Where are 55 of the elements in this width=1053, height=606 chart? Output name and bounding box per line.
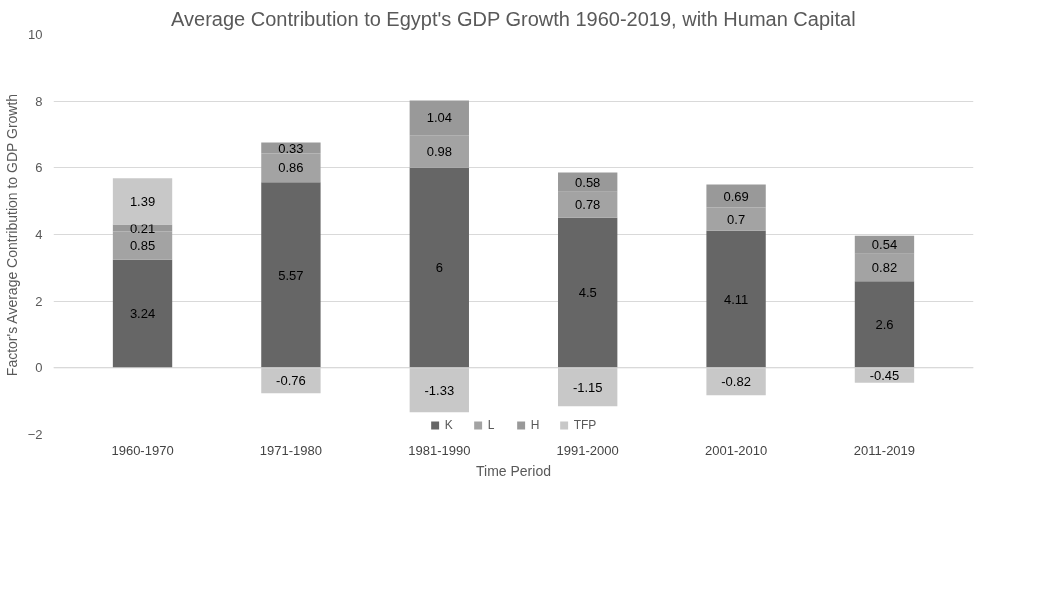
legend-label: H xyxy=(530,418,541,432)
legend-label: TFP xyxy=(573,418,597,432)
data-label: -0.82 xyxy=(721,374,751,389)
bar xyxy=(112,178,173,225)
data-label: 1.04 xyxy=(426,110,452,126)
data-label: 0.69 xyxy=(723,188,749,204)
data-label: 0.7 xyxy=(727,211,746,227)
data-label: 5.57 xyxy=(278,267,304,283)
y-tick-label: 2 xyxy=(35,293,43,309)
y-axis-title: Factor's Average Contribution to GDP Growth xyxy=(3,93,20,377)
data-label: 0.58 xyxy=(575,174,601,190)
data-label: 0.78 xyxy=(575,197,601,213)
data-label: 0.86 xyxy=(278,160,304,176)
data-label: 4.11 xyxy=(723,291,749,307)
data-label: 3.24 xyxy=(129,306,156,322)
chart-title: Average Contribution to Egypt's GDP Growth 1960-2019, with Human Capital xyxy=(171,7,856,30)
bar xyxy=(112,259,173,368)
data-label: 0.85 xyxy=(129,238,156,254)
bar xyxy=(409,367,469,413)
bar xyxy=(261,182,321,368)
bar xyxy=(558,367,618,407)
data-label: 4.5 xyxy=(578,285,597,301)
x-axis-title: Time Period xyxy=(476,462,551,479)
x-tick-label: 2001-2010 xyxy=(705,442,768,458)
x-tick-label: 2011-2019 xyxy=(853,442,916,458)
data-label: 6 xyxy=(435,260,443,276)
data-label: -0.76 xyxy=(276,373,306,388)
data-label: -1.33 xyxy=(424,382,455,398)
y-tick-label: 4 xyxy=(35,227,43,242)
y-tick-label: 10 xyxy=(28,27,43,42)
data-label: 0.21 xyxy=(129,220,156,236)
data-label: 0.33 xyxy=(278,140,304,156)
data-label: 0.82 xyxy=(871,260,898,275)
bar xyxy=(706,367,766,396)
data-label: 2.6 xyxy=(875,317,894,332)
legend-label: L xyxy=(487,418,496,432)
y-tick-label: 0 xyxy=(35,360,43,376)
data-label: 0.98 xyxy=(426,144,452,159)
data-label: 1.39 xyxy=(129,193,156,209)
x-tick-label: 1981-1990 xyxy=(408,442,471,458)
y-tick-label: 6 xyxy=(35,160,43,176)
bar xyxy=(706,230,766,368)
data-label: -0.45 xyxy=(869,367,900,383)
y-tick-label: −2 xyxy=(27,427,43,442)
bar xyxy=(261,367,321,394)
bar xyxy=(558,217,618,368)
y-tick-label: 8 xyxy=(35,93,43,109)
legend-label: K xyxy=(444,418,454,432)
x-tick-label: 1971-1980 xyxy=(259,442,323,458)
bar xyxy=(854,281,915,368)
data-label: 0.54 xyxy=(871,237,898,253)
data-label: -1.15 xyxy=(572,379,603,395)
bar xyxy=(409,167,469,368)
x-tick-label: 1991-2000 xyxy=(556,442,619,458)
x-tick-label: 1960-1970 xyxy=(111,442,174,458)
